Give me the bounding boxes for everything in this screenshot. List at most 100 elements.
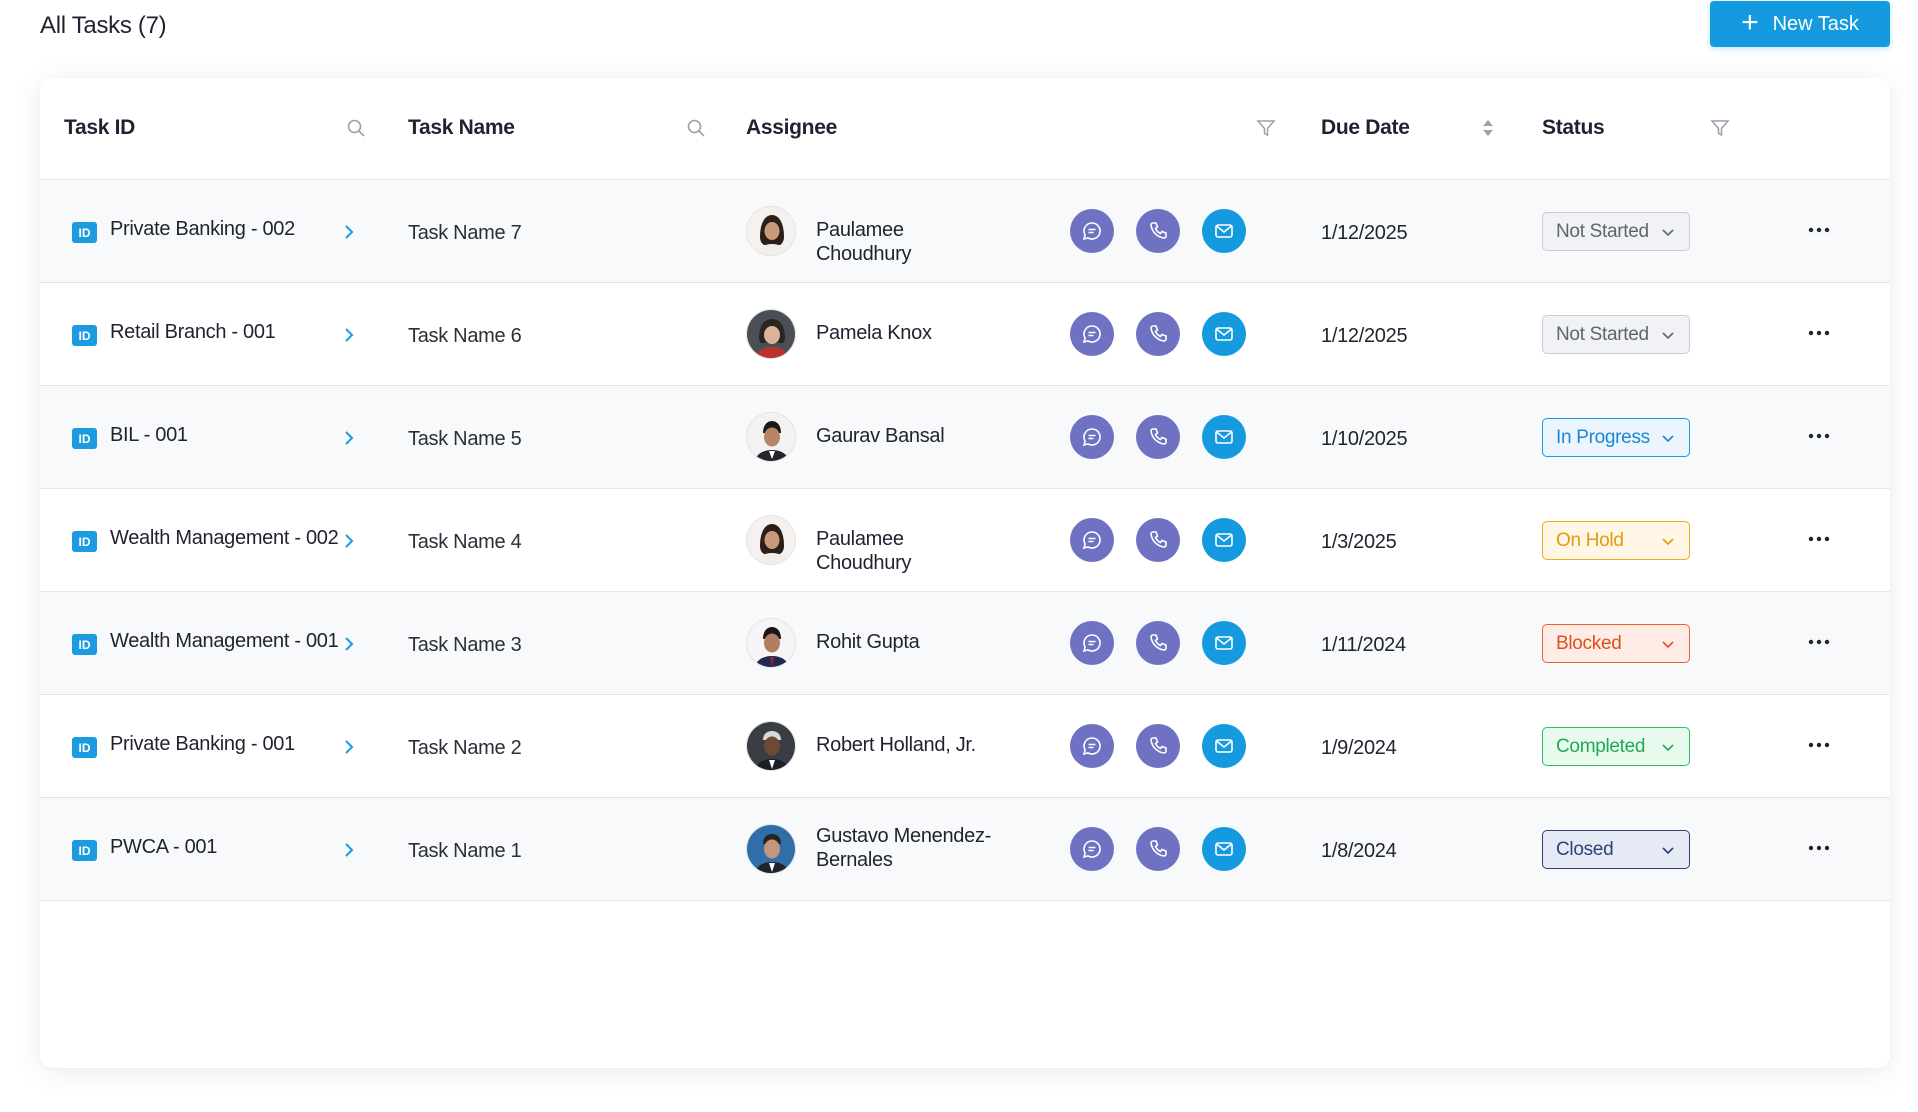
due-date: 1/10/2025 [1321, 428, 1408, 450]
status-label: Not Started [1556, 323, 1649, 345]
mail-icon[interactable] [1202, 518, 1246, 562]
status-dropdown[interactable]: Closed [1542, 830, 1690, 869]
more-icon[interactable] [1804, 735, 1834, 755]
id-badge-icon: ID [72, 428, 97, 449]
status-label: Completed [1556, 735, 1646, 757]
task-name: Task Name 7 [408, 222, 522, 244]
task-id-link[interactable]: PWCA - 001 [110, 836, 218, 858]
mail-icon[interactable] [1202, 827, 1246, 871]
task-name: Task Name 5 [408, 428, 522, 450]
chat-icon[interactable] [1070, 415, 1114, 459]
filter-icon[interactable] [1256, 118, 1276, 138]
chevron-right-icon[interactable] [340, 841, 358, 859]
status-dropdown[interactable]: Blocked [1542, 624, 1690, 663]
avatar [746, 206, 796, 256]
phone-icon[interactable] [1136, 827, 1180, 871]
mail-icon[interactable] [1202, 415, 1246, 459]
chat-icon[interactable] [1070, 827, 1114, 871]
chevron-down-icon [1661, 225, 1675, 239]
table-row[interactable]: ID Private Banking - 001 Task Name 2 Rob… [40, 695, 1890, 798]
id-badge-icon: ID [72, 222, 97, 243]
sort-icon[interactable] [1478, 118, 1498, 138]
chevron-down-icon [1661, 431, 1675, 445]
avatar [746, 721, 796, 771]
chevron-right-icon[interactable] [340, 635, 358, 653]
task-name: Task Name 4 [408, 531, 522, 553]
chevron-right-icon[interactable] [340, 532, 358, 550]
new-task-label: New Task [1772, 12, 1859, 35]
phone-icon[interactable] [1136, 209, 1180, 253]
phone-icon[interactable] [1136, 621, 1180, 665]
chevron-down-icon [1661, 328, 1675, 342]
id-badge-icon: ID [72, 840, 97, 861]
phone-icon[interactable] [1136, 312, 1180, 356]
task-id-link[interactable]: BIL - 001 [110, 424, 188, 446]
task-name: Task Name 3 [408, 634, 522, 656]
chevron-down-icon [1661, 843, 1675, 857]
assignee-name: Robert Holland, Jr. [816, 734, 976, 756]
table-row[interactable]: ID Wealth Management - 002 Task Name 4 P… [40, 489, 1890, 592]
task-id-link[interactable]: Private Banking - 002 [110, 218, 295, 240]
chat-icon[interactable] [1070, 209, 1114, 253]
id-badge-icon: ID [72, 634, 97, 655]
more-icon[interactable] [1804, 632, 1834, 652]
table-body: ID Private Banking - 002 Task Name 7 Pau… [40, 180, 1890, 901]
status-dropdown[interactable]: In Progress [1542, 418, 1690, 457]
due-date: 1/12/2025 [1321, 325, 1408, 347]
plus-icon: + [1741, 5, 1759, 39]
status-label: Not Started [1556, 220, 1649, 242]
assignee-name-line: Gustavo Menendez- [816, 825, 991, 847]
page-title: All Tasks (7) [40, 12, 167, 39]
chat-icon[interactable] [1070, 621, 1114, 665]
task-id-link[interactable]: Private Banking - 001 [110, 733, 295, 755]
more-icon[interactable] [1804, 323, 1834, 343]
chevron-right-icon[interactable] [340, 429, 358, 447]
tasks-table: Task ID Task Name Assignee Due Date Stat… [40, 78, 1890, 1068]
table-row[interactable]: ID PWCA - 001 Task Name 1 Gustavo Menend… [40, 798, 1890, 901]
more-icon[interactable] [1804, 220, 1834, 240]
filter-icon[interactable] [1710, 118, 1730, 138]
assignee-name: Paulamee Choudhury [816, 528, 912, 574]
chat-icon[interactable] [1070, 518, 1114, 562]
due-date: 1/11/2024 [1321, 634, 1406, 656]
status-dropdown[interactable]: Not Started [1542, 315, 1690, 354]
task-name: Task Name 2 [408, 737, 522, 759]
due-date: 1/3/2025 [1321, 531, 1397, 553]
status-label: Blocked [1556, 632, 1622, 654]
more-icon[interactable] [1804, 838, 1834, 858]
table-row[interactable]: ID Retail Branch - 001 Task Name 6 Pamel… [40, 283, 1890, 386]
status-dropdown[interactable]: On Hold [1542, 521, 1690, 560]
chevron-down-icon [1661, 740, 1675, 754]
mail-icon[interactable] [1202, 209, 1246, 253]
more-icon[interactable] [1804, 529, 1834, 549]
task-id-link[interactable]: Retail Branch - 001 [110, 321, 276, 343]
search-icon[interactable] [686, 118, 706, 138]
column-header-due-date: Due Date [1321, 116, 1410, 139]
table-row[interactable]: ID BIL - 001 Task Name 5 Gaurav Bansal 1… [40, 386, 1890, 489]
new-task-button[interactable]: + New Task [1710, 1, 1890, 47]
chat-icon[interactable] [1070, 312, 1114, 356]
phone-icon[interactable] [1136, 518, 1180, 562]
phone-icon[interactable] [1136, 724, 1180, 768]
chevron-down-icon [1661, 637, 1675, 651]
more-icon[interactable] [1804, 426, 1834, 446]
status-dropdown[interactable]: Not Started [1542, 212, 1690, 251]
mail-icon[interactable] [1202, 724, 1246, 768]
table-row[interactable]: ID Wealth Management - 001 Task Name 3 R… [40, 592, 1890, 695]
id-badge-icon: ID [72, 531, 97, 552]
task-id-link[interactable]: Wealth Management - 002 [110, 527, 339, 549]
mail-icon[interactable] [1202, 312, 1246, 356]
status-dropdown[interactable]: Completed [1542, 727, 1690, 766]
due-date: 1/12/2025 [1321, 222, 1408, 244]
chevron-right-icon[interactable] [340, 738, 358, 756]
assignee-name: Paulamee Choudhury [816, 219, 912, 265]
chat-icon[interactable] [1070, 724, 1114, 768]
phone-icon[interactable] [1136, 415, 1180, 459]
search-icon[interactable] [346, 118, 366, 138]
id-badge-icon: ID [72, 737, 97, 758]
table-row[interactable]: ID Private Banking - 002 Task Name 7 Pau… [40, 180, 1890, 283]
mail-icon[interactable] [1202, 621, 1246, 665]
task-id-link[interactable]: Wealth Management - 001 [110, 630, 339, 652]
chevron-right-icon[interactable] [340, 223, 358, 241]
chevron-right-icon[interactable] [340, 326, 358, 344]
